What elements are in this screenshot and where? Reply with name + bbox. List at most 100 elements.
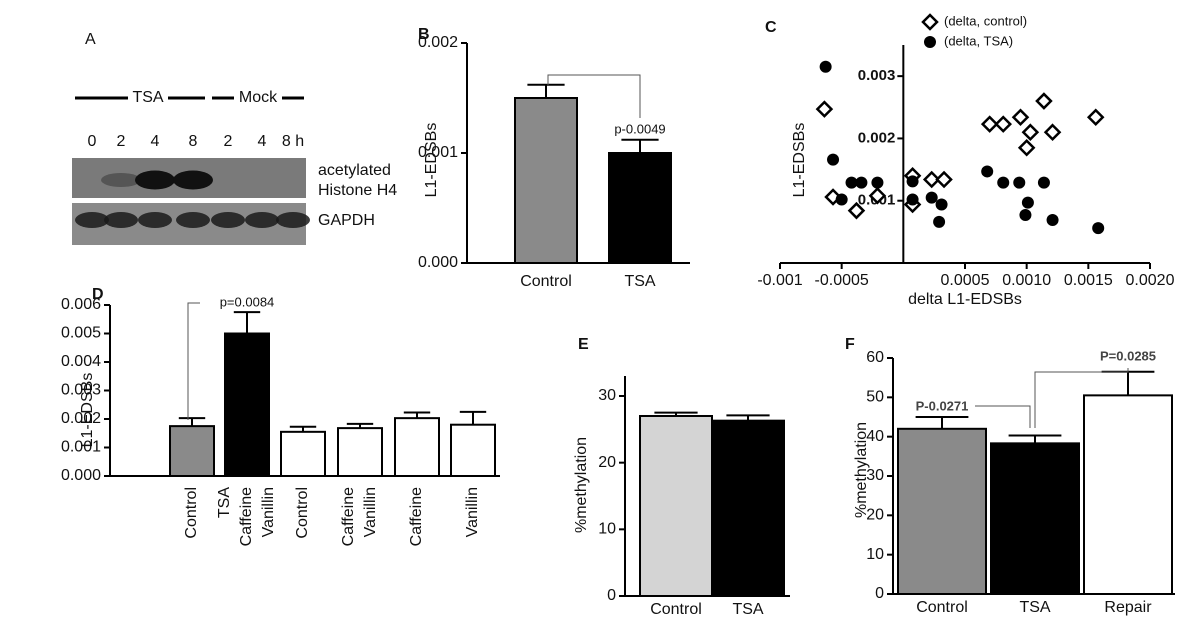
x-tick-label: Repair xyxy=(1104,599,1152,616)
x-tick-label: 0.0020 xyxy=(1126,272,1175,289)
x-tick-label: Caffeine xyxy=(238,487,255,546)
point xyxy=(933,215,946,228)
y-tick-label: 0.000 xyxy=(61,467,101,484)
point xyxy=(868,186,887,205)
row-label: Histone H4 xyxy=(318,182,397,199)
x-tick-label: 0.0005 xyxy=(941,272,990,289)
y-tick-label: 40 xyxy=(866,428,884,445)
x-tick-label: 0.0010 xyxy=(1002,272,1051,289)
point xyxy=(935,198,948,211)
x-tick-label: Control xyxy=(183,487,200,539)
lane-label: 4 xyxy=(258,133,267,150)
point xyxy=(827,153,840,166)
panel-label: F xyxy=(845,336,855,353)
bar xyxy=(169,425,215,477)
lane-label: 2 xyxy=(224,133,233,150)
x-tick-label: Control xyxy=(520,273,572,290)
point xyxy=(925,191,938,204)
point xyxy=(835,193,848,206)
band xyxy=(104,212,138,228)
x-tick-label: TSA xyxy=(624,273,655,290)
y-tick-label: 10 xyxy=(866,546,884,563)
lane-label: 8 xyxy=(189,133,198,150)
bar xyxy=(990,442,1080,595)
legend-marker xyxy=(921,13,939,31)
point xyxy=(1092,222,1105,235)
band xyxy=(173,170,213,190)
y-axis-label: L1-EDSBs xyxy=(79,373,96,448)
point xyxy=(980,115,999,133)
significance-bracket xyxy=(975,405,1031,428)
significance-bracket xyxy=(547,74,641,118)
bar xyxy=(280,430,326,478)
band xyxy=(75,212,109,228)
point xyxy=(819,60,832,73)
row-label: GAPDH xyxy=(318,212,375,229)
annotation: p-0.0049 xyxy=(614,121,665,136)
significance-bracket xyxy=(187,302,200,420)
lane-label: 0 xyxy=(88,133,97,150)
y-tick-label: 0.002 xyxy=(418,34,458,51)
y-tick-label: 0.002 xyxy=(858,129,896,146)
y-tick-label: 10 xyxy=(598,521,616,538)
y-tick-label: 0.006 xyxy=(61,296,101,313)
point xyxy=(1086,108,1105,127)
bar xyxy=(394,417,440,477)
x-tick-label: Caffeine xyxy=(408,487,425,546)
y-tick-label: 30 xyxy=(598,387,616,404)
y-tick-label: 0.002 xyxy=(61,410,101,427)
x-tick-label: -0.0005 xyxy=(815,272,869,289)
y-tick-label: 50 xyxy=(866,389,884,406)
y-axis-label: L1-EDSBs xyxy=(423,123,440,198)
y-tick-label: 0.003 xyxy=(61,382,101,399)
point xyxy=(1035,92,1053,110)
panel-label: A xyxy=(85,31,96,48)
legend-label: (delta, control) xyxy=(944,13,1027,28)
bar xyxy=(1083,394,1173,595)
x-tick-label: TSA xyxy=(732,601,763,618)
x-tick-label: -0.001 xyxy=(757,272,802,289)
bar xyxy=(224,332,270,477)
point xyxy=(871,176,884,189)
annotation: P-0.0271 xyxy=(916,398,969,413)
point xyxy=(855,176,868,189)
point xyxy=(1019,209,1032,222)
point xyxy=(1017,139,1036,157)
point xyxy=(1021,123,1040,141)
lane-label: 4 xyxy=(151,133,160,150)
point xyxy=(1037,176,1050,189)
y-tick-label: 0.003 xyxy=(858,67,896,84)
annotation: P=0.0285 xyxy=(1100,348,1156,363)
x-tick-label: Control xyxy=(916,599,968,616)
x-tick-label: 0.0015 xyxy=(1064,272,1113,289)
x-tick-label: Caffeine xyxy=(340,487,357,546)
y-axis-label: %methylation xyxy=(853,422,870,518)
y-tick-label: 0.001 xyxy=(418,144,458,161)
point xyxy=(1043,123,1062,141)
band xyxy=(245,212,279,228)
y-tick-label: 0.004 xyxy=(61,353,101,370)
band xyxy=(101,173,141,187)
point xyxy=(815,100,834,118)
y-tick-label: 20 xyxy=(866,507,884,524)
point xyxy=(1046,214,1059,227)
y-tick-label: 0.000 xyxy=(418,254,458,271)
significance-bracket xyxy=(1034,368,1129,428)
point xyxy=(847,201,866,220)
legend-label: (delta, TSA) xyxy=(944,33,1013,48)
annotation: p=0.0084 xyxy=(220,294,275,309)
bar xyxy=(514,97,578,264)
bar xyxy=(711,419,785,597)
y-tick-label: 0 xyxy=(607,587,616,604)
panel-label: E xyxy=(578,336,589,353)
point xyxy=(935,170,953,189)
y-tick-label: 60 xyxy=(866,349,884,366)
y-axis-label: L1-EDSBs xyxy=(791,123,808,198)
x-tick-label: Vanillin xyxy=(362,487,379,537)
legend-marker xyxy=(924,36,936,48)
y-tick-label: 30 xyxy=(866,467,884,484)
point xyxy=(1013,176,1026,189)
y-tick-label: 0 xyxy=(875,585,884,602)
panel-label: D xyxy=(92,286,104,303)
